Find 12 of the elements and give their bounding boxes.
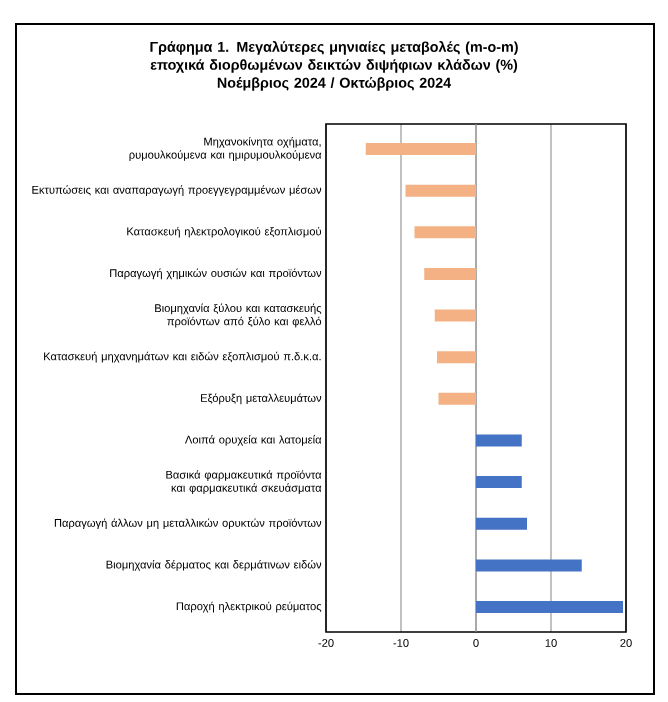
bar: [476, 434, 522, 447]
bar: [476, 476, 522, 489]
bar: [438, 392, 476, 405]
bar: [476, 601, 623, 614]
bar: [365, 142, 476, 155]
bar: [437, 351, 476, 364]
bar: [405, 184, 476, 197]
bar: [414, 226, 476, 239]
bar: [434, 309, 476, 322]
bar: [476, 559, 582, 572]
bar: [424, 267, 476, 280]
bar: [476, 517, 527, 530]
